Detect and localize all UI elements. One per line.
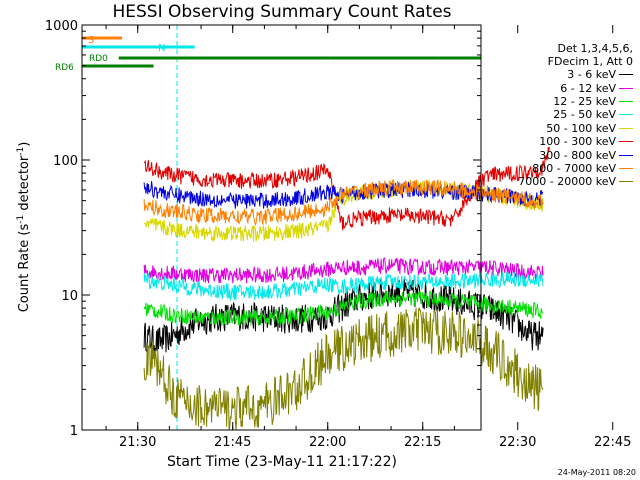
legend-header-line: FDecim 1, Att 0 — [547, 55, 633, 68]
y-tick-label: 100 — [53, 154, 78, 169]
x-tick-label: 22:30 — [499, 435, 536, 450]
flag-label: N — [158, 43, 165, 54]
y-axis-label-exp: -1 — [15, 214, 26, 224]
legend-swatch — [619, 141, 633, 143]
y-axis-label-part: Count Rate (s — [17, 223, 33, 313]
legend-entry-label: 7000 - 20000 keV — [518, 175, 616, 189]
legend-entry: 3 - 6 keV — [487, 68, 633, 81]
legend-swatch — [619, 127, 633, 129]
legend-swatch — [619, 154, 633, 156]
legend: Det 1,3,4,5,6, FDecim 1, Att 0 3 - 6 keV… — [487, 42, 633, 189]
series-line-3 — [143, 290, 544, 326]
y-tick-label: 1 — [70, 424, 78, 439]
legend-entry-label: 300 - 800 keV — [539, 148, 616, 162]
legend-entry: 50 - 100 keV — [487, 122, 633, 135]
legend-swatch — [619, 87, 633, 89]
legend-entry: 6 - 12 keV — [487, 81, 633, 95]
legend-entry-label: 800 - 7000 keV — [532, 161, 616, 175]
legend-header-line: Det 1,3,4,5,6, — [557, 42, 633, 55]
y-tick-label: 10 — [61, 289, 78, 304]
legend-entry: 25 - 50 keV — [487, 108, 633, 121]
legend-entry: 800 - 7000 keV — [487, 162, 633, 175]
x-tick-label: 22:00 — [309, 435, 346, 450]
legend-entry-label: 3 - 6 keV — [567, 68, 616, 82]
legend-swatch — [619, 114, 633, 116]
y-axis-label-part: ) — [17, 141, 33, 147]
legend-swatch — [619, 74, 633, 76]
y-axis-label-part: detector — [17, 155, 33, 215]
x-tick-label: 21:45 — [214, 435, 251, 450]
chart-title: HESSI Observing Summary Count Rates — [112, 2, 452, 22]
series-line-9 — [143, 307, 544, 431]
x-tick-label: 22:45 — [594, 435, 631, 450]
x-tick-label: 21:30 — [119, 435, 156, 450]
flag-label: RD0 — [89, 54, 108, 64]
legend-swatch — [619, 100, 633, 102]
series-line-8 — [143, 178, 544, 226]
legend-entry: 12 - 25 keV — [487, 95, 633, 108]
series-line-4 — [143, 271, 544, 302]
flag-label: S — [88, 35, 94, 46]
y-axis-label-exp: -1 — [15, 146, 26, 156]
legend-entry: 300 - 800 keV — [487, 148, 633, 162]
y-axis-label: Count Rate (s-1 detector-1) — [16, 142, 32, 313]
x-axis-label: Start Time (23-May-11 21:17:22) — [166, 454, 398, 470]
y-tick-label: 1000 — [45, 19, 78, 34]
legend-entry: 100 - 300 keV — [487, 135, 633, 148]
axes-frame — [81, 24, 482, 431]
x-tick-label: 22:15 — [404, 435, 441, 450]
legend-entry: 7000 - 20000 keV — [487, 175, 633, 188]
legend-entry-label: 50 - 100 keV — [546, 121, 616, 135]
legend-swatch — [619, 181, 633, 183]
timestamp-footer: 24-May-2011 08:20 — [557, 468, 636, 477]
legend-entry-label: 100 - 300 keV — [539, 135, 616, 149]
legend-entry-label: 12 - 25 keV — [553, 94, 616, 108]
legend-entry-label: 25 - 50 keV — [553, 108, 616, 122]
series-line-2 — [143, 257, 544, 284]
legend-entry-label: 6 - 12 keV — [560, 81, 616, 95]
flag-label: RD6 — [55, 63, 74, 73]
legend-swatch — [619, 167, 633, 169]
